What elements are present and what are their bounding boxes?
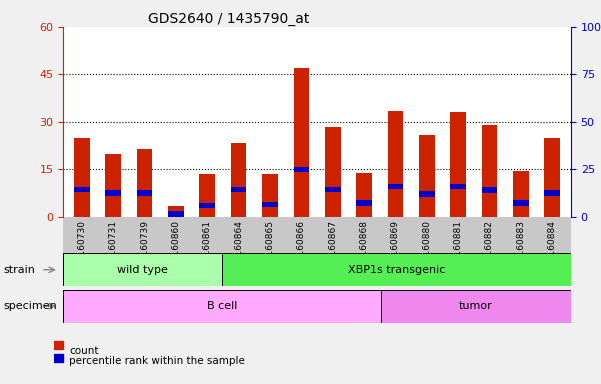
Bar [168,206,184,217]
Text: strain: strain [3,265,35,275]
Text: B cell: B cell [207,301,237,311]
Bar [54,341,63,349]
Bar [325,127,341,217]
Bar [200,203,215,209]
Bar [545,138,560,217]
Bar [74,187,90,192]
Bar [545,190,560,196]
Text: wild type: wild type [117,265,168,275]
Bar [137,190,153,196]
Bar [63,253,222,286]
Bar [293,167,309,172]
Bar [388,111,403,217]
Bar [450,113,466,217]
Text: specimen: specimen [3,301,56,311]
Bar [231,142,246,217]
Bar [54,354,63,362]
Bar [513,171,529,217]
Text: tumor: tumor [459,301,493,311]
Bar [231,187,246,192]
Bar [356,200,372,205]
Text: percentile rank within the sample: percentile rank within the sample [69,356,245,366]
Text: count: count [69,346,99,356]
Bar [419,191,435,197]
Bar [137,149,153,217]
Bar [105,154,121,217]
Bar [388,184,403,189]
Bar [380,290,571,323]
Bar [222,253,571,286]
Bar [168,211,184,217]
Bar [262,174,278,217]
Bar [74,138,90,217]
Text: GDS2640 / 1435790_at: GDS2640 / 1435790_at [148,12,309,25]
Bar [262,202,278,207]
Bar [293,68,309,217]
Bar [481,187,497,193]
Bar [105,190,121,196]
Bar [325,187,341,192]
Text: XBP1s transgenic: XBP1s transgenic [348,265,445,275]
Bar [513,200,529,205]
Bar [419,135,435,217]
Bar [356,173,372,217]
Bar [200,174,215,217]
Bar [481,125,497,217]
Bar [63,290,380,323]
Bar [450,184,466,189]
